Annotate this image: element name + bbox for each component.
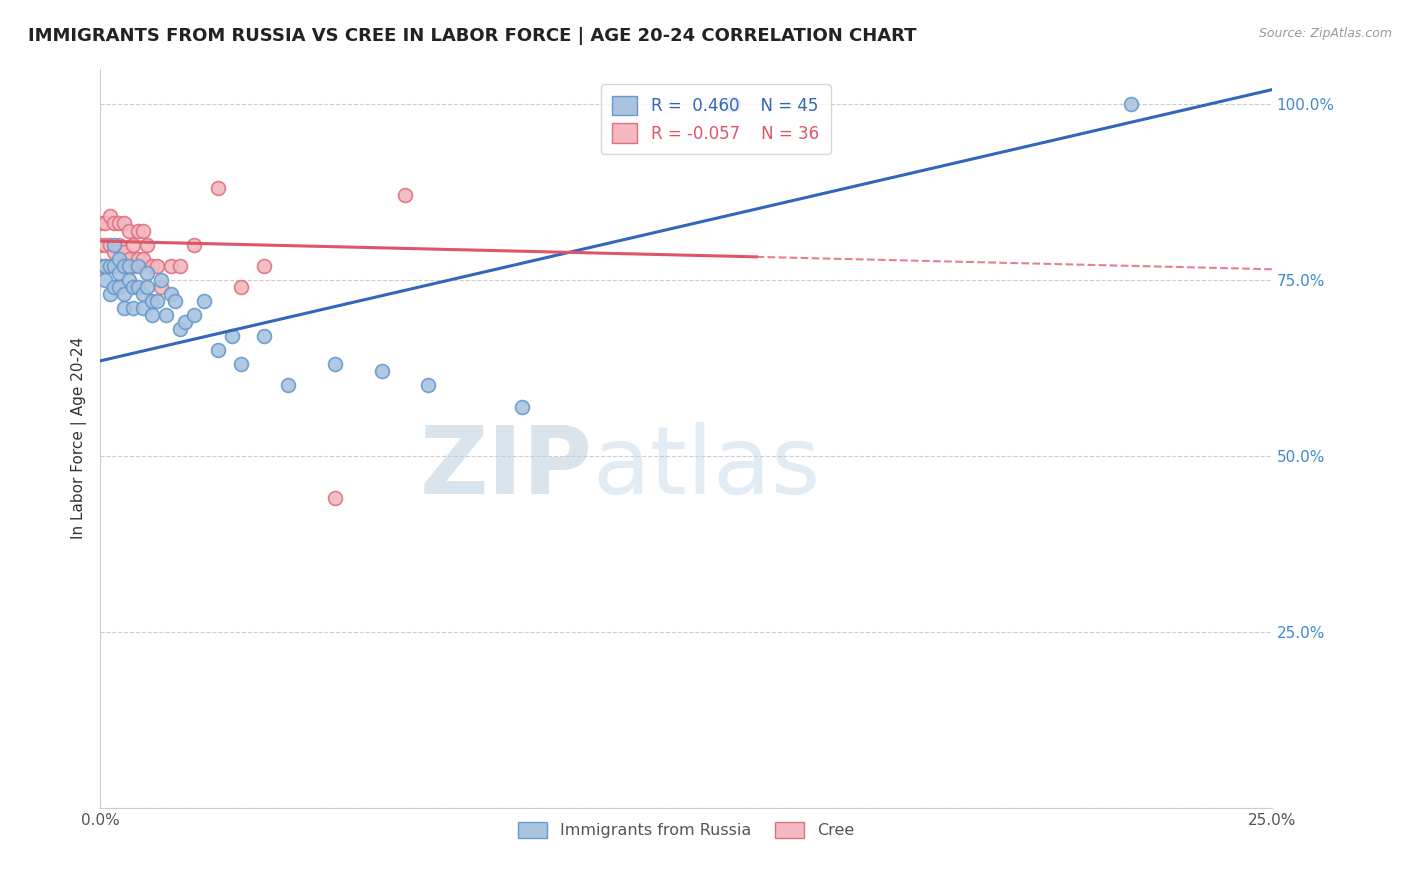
Point <box>103 259 125 273</box>
Point <box>141 259 163 273</box>
Point <box>94 237 117 252</box>
Point <box>136 237 159 252</box>
Point <box>394 188 416 202</box>
Point <box>112 301 135 315</box>
Point <box>165 293 187 308</box>
Point <box>323 491 346 505</box>
Point <box>94 217 117 231</box>
Point <box>89 237 111 252</box>
Point <box>98 237 121 252</box>
Point <box>141 308 163 322</box>
Point <box>117 259 139 273</box>
Point <box>98 287 121 301</box>
Point <box>122 237 145 252</box>
Point <box>323 357 346 371</box>
Point <box>112 217 135 231</box>
Point <box>253 329 276 343</box>
Point <box>183 308 205 322</box>
Point <box>127 223 149 237</box>
Point <box>136 266 159 280</box>
Point <box>145 293 167 308</box>
Point <box>108 280 131 294</box>
Point <box>131 223 153 237</box>
Point <box>145 259 167 273</box>
Point <box>89 259 111 273</box>
Point <box>103 244 125 259</box>
Point <box>418 378 440 392</box>
Point <box>155 308 177 322</box>
Point <box>103 280 125 294</box>
Point <box>131 287 153 301</box>
Point <box>150 273 173 287</box>
Text: atlas: atlas <box>592 422 821 514</box>
Point <box>173 315 195 329</box>
Point <box>1121 96 1143 111</box>
Point <box>370 364 392 378</box>
Point <box>183 237 205 252</box>
Point <box>122 301 145 315</box>
Point <box>117 273 139 287</box>
Point <box>127 280 149 294</box>
Point <box>169 322 191 336</box>
Point <box>131 252 153 266</box>
Point <box>112 259 135 273</box>
Point <box>89 217 111 231</box>
Text: Source: ZipAtlas.com: Source: ZipAtlas.com <box>1258 27 1392 40</box>
Point <box>131 301 153 315</box>
Point <box>193 293 215 308</box>
Point <box>108 217 131 231</box>
Point <box>221 329 243 343</box>
Legend: Immigrants from Russia, Cree: Immigrants from Russia, Cree <box>512 815 860 845</box>
Point <box>159 287 181 301</box>
Point <box>136 280 159 294</box>
Point <box>108 266 131 280</box>
Point <box>229 280 252 294</box>
Point <box>169 259 191 273</box>
Text: IMMIGRANTS FROM RUSSIA VS CREE IN LABOR FORCE | AGE 20-24 CORRELATION CHART: IMMIGRANTS FROM RUSSIA VS CREE IN LABOR … <box>28 27 917 45</box>
Point <box>127 252 149 266</box>
Point <box>721 96 744 111</box>
Point <box>112 244 135 259</box>
Point <box>721 96 744 111</box>
Point <box>108 252 131 266</box>
Point <box>207 181 229 195</box>
Point <box>94 259 117 273</box>
Point <box>277 378 299 392</box>
Y-axis label: In Labor Force | Age 20-24: In Labor Force | Age 20-24 <box>72 337 87 540</box>
Point <box>112 259 135 273</box>
Point <box>510 400 533 414</box>
Point <box>127 259 149 273</box>
Point <box>141 293 163 308</box>
Text: ZIP: ZIP <box>419 422 592 514</box>
Point <box>159 259 181 273</box>
Point <box>98 259 121 273</box>
Point <box>103 237 125 252</box>
Point <box>229 357 252 371</box>
Point <box>122 280 145 294</box>
Point <box>207 343 229 358</box>
Point <box>117 223 139 237</box>
Point <box>103 217 125 231</box>
Point <box>253 259 276 273</box>
Point <box>122 259 145 273</box>
Point <box>98 210 121 224</box>
Point <box>150 280 173 294</box>
Point <box>94 259 117 273</box>
Point <box>108 237 131 252</box>
Point <box>112 287 135 301</box>
Point <box>117 252 139 266</box>
Point <box>94 273 117 287</box>
